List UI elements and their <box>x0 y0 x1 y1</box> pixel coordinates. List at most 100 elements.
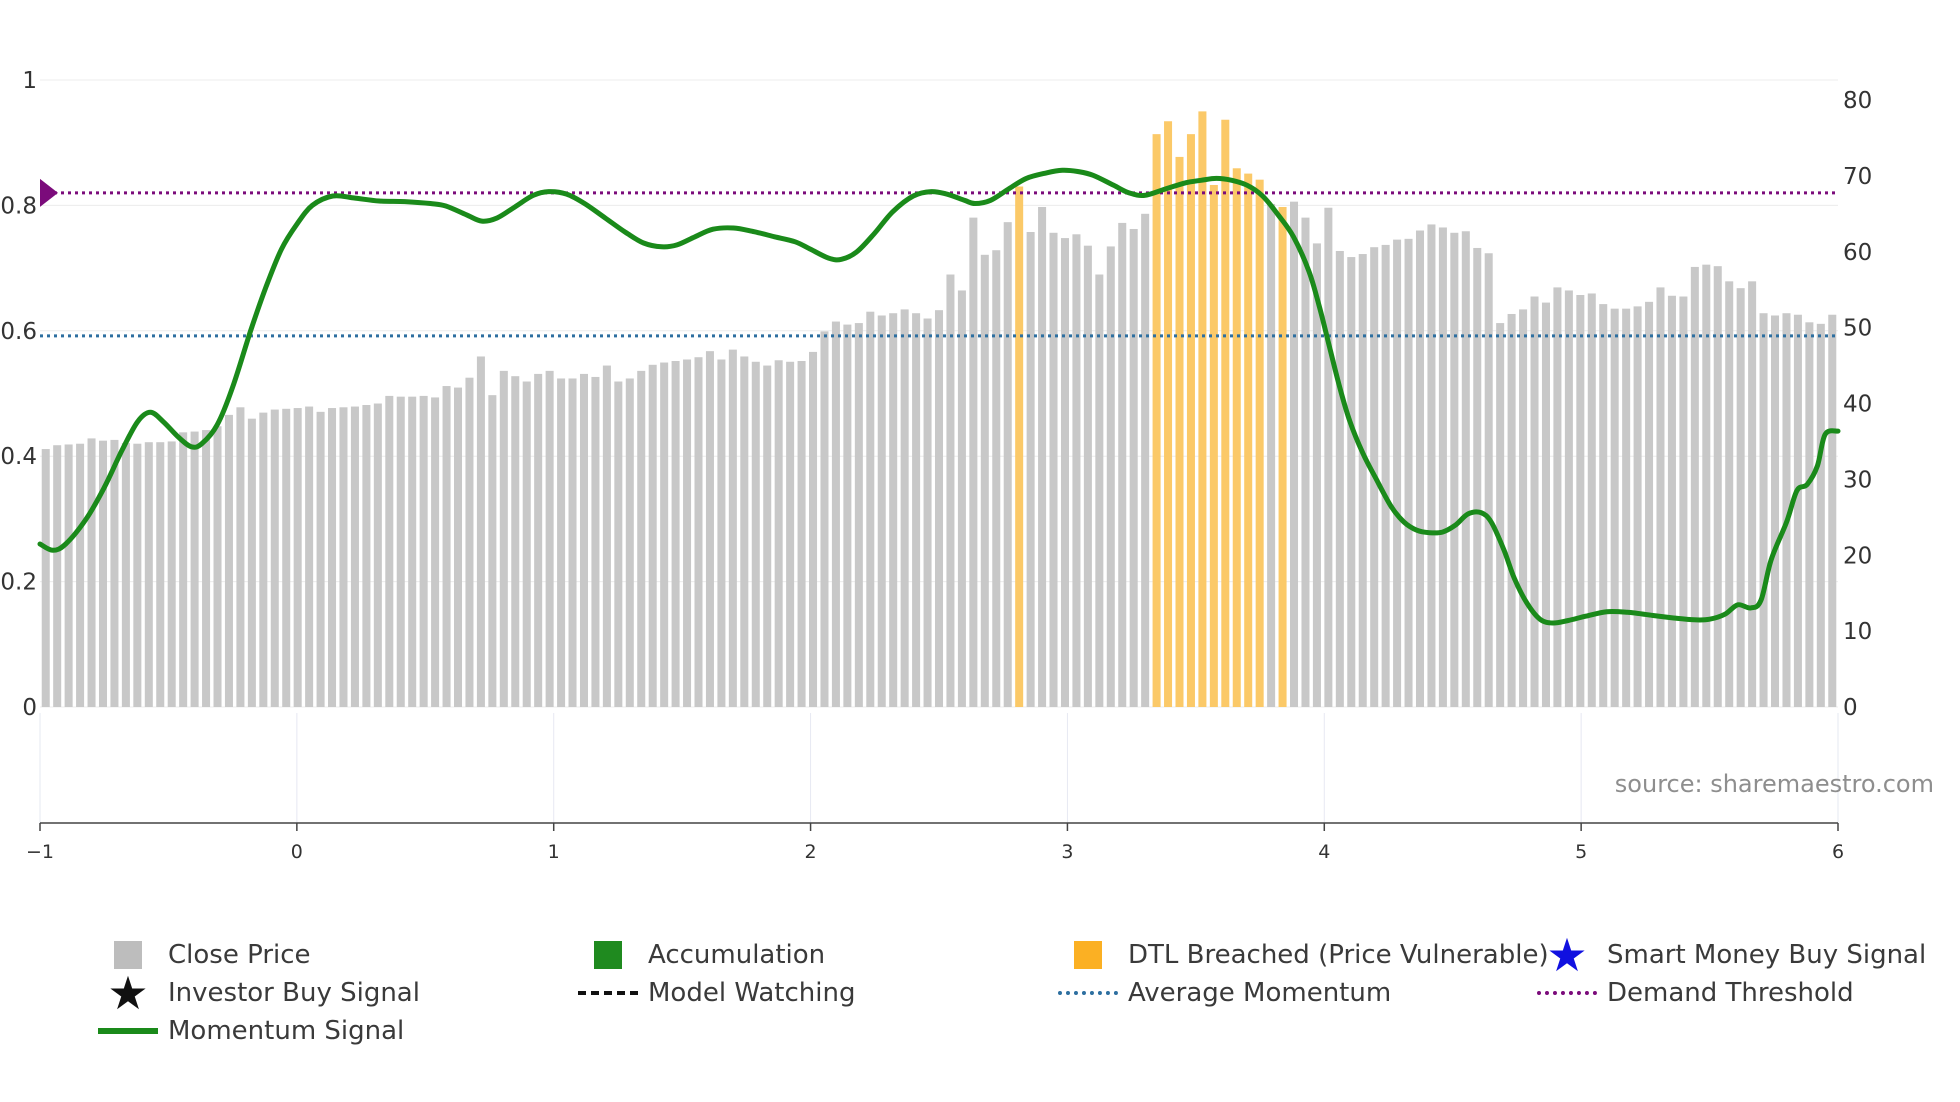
price-bar <box>1083 245 1092 707</box>
y-left-tick-label: 0.8 <box>0 193 37 219</box>
price-bar <box>877 315 886 707</box>
price-bar <box>190 431 199 707</box>
price-bar <box>1633 306 1642 707</box>
price-bar <box>534 373 543 707</box>
legend-label: Investor Buy Signal <box>168 978 420 1008</box>
y-left-tick-label: 0.6 <box>0 319 37 345</box>
dtl-swatch <box>1074 941 1102 969</box>
legend-momentum-signal[interactable]: Momentum Signal <box>96 1011 404 1051</box>
price-bar <box>568 378 577 707</box>
price-bar <box>1782 313 1791 707</box>
blue-star-icon: ★ <box>1546 928 1588 982</box>
price-bar <box>751 361 760 707</box>
price-bar <box>1553 287 1562 707</box>
price-bar <box>98 440 107 707</box>
dtl-bar <box>1232 168 1241 708</box>
price-bar <box>1748 281 1757 707</box>
y-right-tick-label: 20 <box>1843 543 1872 569</box>
legend-accumulation[interactable]: Accumulation <box>576 935 825 975</box>
dtl-bar <box>1255 179 1264 708</box>
price-bar <box>144 442 153 707</box>
price-bar <box>854 323 863 707</box>
legend-average-momentum[interactable]: Average Momentum <box>1056 973 1391 1013</box>
price-bar <box>1072 234 1081 708</box>
price-bar <box>476 356 485 707</box>
price-bar <box>625 378 634 707</box>
legend-demand-threshold[interactable]: Demand Threshold <box>1535 973 1854 1013</box>
y-right-tick-label: 30 <box>1843 467 1872 493</box>
price-bar <box>1427 224 1436 707</box>
price-bar <box>740 356 749 707</box>
price-bar <box>328 408 337 707</box>
y-right-tick-label: 80 <box>1843 88 1872 114</box>
price-bar <box>1645 301 1654 707</box>
price-bar <box>1725 281 1734 707</box>
dotted-line-icon <box>1058 991 1118 995</box>
price-bar <box>1095 274 1104 707</box>
price-bar <box>442 386 451 707</box>
price-bar <box>1576 295 1585 707</box>
legend-model-watching[interactable]: Model Watching <box>576 973 855 1013</box>
price-bar <box>133 443 142 707</box>
price-bar <box>1438 227 1447 707</box>
price-bar <box>179 432 188 707</box>
price-bar <box>557 378 566 707</box>
price-bar <box>293 408 302 707</box>
price-bar <box>1507 313 1516 707</box>
price-bar <box>1118 222 1127 708</box>
price-bar <box>1793 314 1802 707</box>
momentum-signal-line <box>37 167 1841 626</box>
price-bar <box>1759 313 1768 707</box>
x-tick-label: 0 <box>291 841 303 863</box>
price-bar <box>454 387 463 707</box>
price-bar <box>224 414 233 707</box>
price-bar <box>1060 238 1069 707</box>
price-bar <box>87 438 96 707</box>
price-bar <box>1106 246 1115 707</box>
price-bar <box>1267 203 1276 707</box>
legend-smart-money[interactable]: ★ Smart Money Buy Signal <box>1535 928 1926 982</box>
y-right-tick-label: 50 <box>1843 316 1872 342</box>
dtl-bar <box>1175 156 1184 707</box>
price-bar <box>786 361 795 707</box>
price-bar <box>202 430 211 707</box>
legend-close-price[interactable]: Close Price <box>96 935 311 975</box>
price-bar <box>1679 296 1688 707</box>
price-bar <box>671 361 680 707</box>
price-bar <box>1129 228 1138 708</box>
legend-label: Close Price <box>168 940 311 970</box>
legend-dtl-breached[interactable]: DTL Breached (Price Vulnerable) <box>1056 935 1549 975</box>
legend-investor-buy[interactable]: ★ Investor Buy Signal <box>96 966 420 1020</box>
price-bar <box>1347 257 1356 707</box>
price-bar <box>362 405 371 707</box>
price-bar <box>1587 293 1596 707</box>
legend-label: Average Momentum <box>1128 978 1392 1008</box>
price-bar <box>167 441 176 707</box>
price-bar <box>774 360 783 707</box>
price-bar <box>1049 232 1058 707</box>
price-bar <box>1690 266 1699 707</box>
price-bar <box>843 324 852 707</box>
price-bar <box>1610 308 1619 707</box>
price-bar <box>373 403 382 707</box>
price-bar <box>1324 207 1333 708</box>
reference-lines <box>40 178 1838 338</box>
accumulation-swatch <box>594 941 622 969</box>
price-bar <box>1415 230 1425 707</box>
dtl-bar <box>1164 121 1173 707</box>
price-bar <box>121 442 130 707</box>
price-bars <box>41 111 1837 708</box>
black-star-icon: ★ <box>107 966 149 1020</box>
price-bar <box>1484 253 1493 707</box>
price-bar <box>809 351 818 707</box>
price-bar <box>1404 238 1413 707</box>
dtl-bar <box>1278 206 1287 708</box>
dtl-bar <box>1152 134 1161 707</box>
legend-label: Demand Threshold <box>1607 978 1854 1008</box>
demand-marker-icon <box>40 178 58 207</box>
y-left-tick-label: 0 <box>22 695 37 721</box>
price-bar <box>64 444 73 707</box>
price-bar <box>488 395 497 707</box>
price-bar <box>831 321 840 707</box>
